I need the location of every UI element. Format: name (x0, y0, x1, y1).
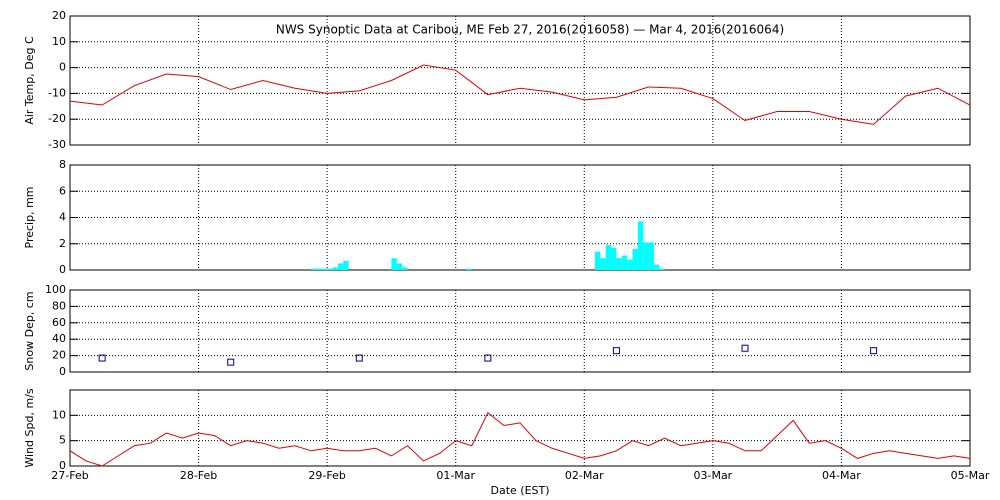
y-axis-label: Snow Dep, cm (23, 291, 36, 370)
x-tick-label: 02-Mar (565, 469, 604, 482)
point (484, 354, 492, 362)
bar (327, 268, 333, 270)
y-tick-label: 20 (52, 9, 66, 22)
point (355, 354, 363, 362)
bar (648, 242, 654, 270)
y-tick-label: 0 (59, 263, 66, 276)
x-tick-label: 05-Mar (951, 469, 990, 482)
y-tick-label: -10 (48, 86, 66, 99)
y-axis-label: Air Temp, Deg C (23, 36, 36, 125)
y-tick-label: 40 (52, 332, 66, 345)
bar (653, 264, 660, 270)
y-tick-label: 80 (52, 299, 66, 312)
point (870, 347, 878, 355)
bar (605, 245, 612, 270)
bar (616, 258, 622, 270)
bar (332, 267, 338, 270)
bar (391, 258, 397, 270)
y-tick-label: 2 (59, 237, 66, 250)
bar (621, 255, 628, 270)
bar (637, 221, 644, 270)
x-tick-label: 01-Mar (436, 469, 475, 482)
y-tick-label: 10 (52, 35, 66, 48)
point (612, 347, 620, 355)
bar (402, 267, 408, 270)
bar (627, 259, 633, 270)
y-tick-label: 60 (52, 316, 66, 329)
bar (659, 268, 665, 270)
plot-frame (69, 289, 971, 373)
y-tick-label: 0 (59, 365, 66, 378)
bar (611, 247, 617, 270)
plot-frame (69, 389, 971, 467)
chart-title: NWS Synoptic Data at Caribou, ME Feb 27,… (276, 23, 784, 37)
y-tick-label: 0 (59, 61, 66, 74)
bar (643, 242, 649, 270)
y-tick-label: 20 (52, 349, 66, 362)
bar (321, 268, 328, 270)
bar (343, 260, 349, 270)
x-tick-label: 03-Mar (693, 469, 732, 482)
bar (600, 258, 606, 270)
y-tick-label: 6 (59, 184, 66, 197)
y-tick-label: 4 (59, 211, 66, 224)
bar (396, 263, 403, 270)
bar (632, 249, 638, 270)
y-tick-label: -30 (48, 138, 66, 151)
x-axis-label: Date (EST) (490, 484, 549, 497)
y-tick-label: 100 (45, 283, 66, 296)
y-tick-label: 10 (52, 408, 66, 421)
plot-frame (69, 15, 971, 146)
x-tick-label: 29-Feb (308, 469, 345, 482)
bar (316, 268, 322, 270)
y-tick-label: 5 (59, 434, 66, 447)
data-line (69, 64, 971, 125)
point (741, 344, 749, 352)
bar (466, 268, 472, 270)
y-axis-label: Wind Spd, m/s (23, 388, 36, 468)
data-line (69, 412, 971, 467)
x-tick-label: 28-Feb (180, 469, 217, 482)
bar (337, 263, 344, 270)
y-tick-label: -20 (48, 112, 66, 125)
point (98, 354, 106, 362)
y-tick-label: 0 (59, 459, 66, 472)
plot-frame (69, 164, 971, 271)
x-tick-label: 04-Mar (822, 469, 861, 482)
bar (311, 268, 317, 270)
x-tick-label: 27-Feb (51, 469, 88, 482)
y-axis-label: Precip, mm (23, 187, 36, 249)
bar (595, 251, 601, 270)
y-tick-label: 8 (59, 158, 66, 171)
point (227, 358, 235, 366)
